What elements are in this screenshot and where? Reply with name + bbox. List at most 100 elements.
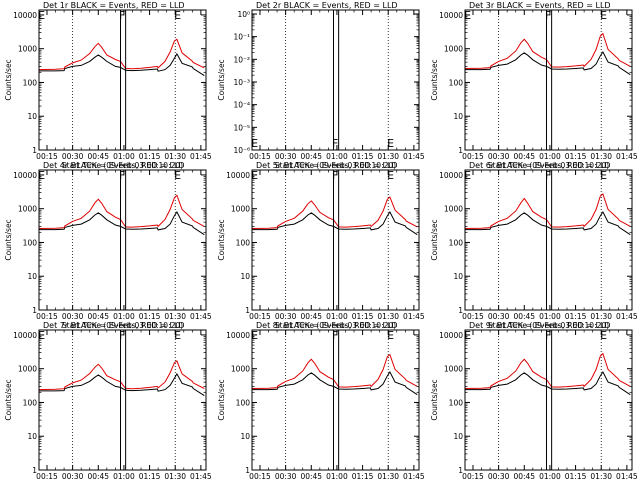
y-tick-label: 1000 <box>231 205 250 214</box>
x-tick-label: 01:15 <box>565 472 587 480</box>
y-tick-label: 1000 <box>444 205 463 214</box>
attenuator-label: E <box>464 329 471 342</box>
x-tick-label: 01:30 <box>164 152 186 161</box>
x-axis-label: Start Time (09-Feb-03 00:10:20) <box>275 321 396 330</box>
x-tick-label: 01:15 <box>352 312 374 321</box>
x-axis-label: Start Time (09-Feb-03 00:10:20) <box>62 161 183 170</box>
plot-frame <box>251 9 420 151</box>
x-tick-label: 00:45 <box>87 472 109 480</box>
x-tick-label: 01:45 <box>190 472 212 480</box>
x-tick-label: 01:15 <box>352 472 374 480</box>
lld-series-line <box>252 353 418 389</box>
x-tick-label: 01:45 <box>616 472 638 480</box>
attenuator-label: E <box>38 329 45 342</box>
x-tick-label: 00:15 <box>36 472 58 480</box>
x-tick-label: 00:45 <box>300 152 322 161</box>
y-tick-label: 1 <box>32 146 37 155</box>
x-tick-label: 01:00 <box>113 472 135 480</box>
x-tick-label: 00:30 <box>488 472 510 480</box>
y-tick-label: 10000 <box>13 171 37 180</box>
x-tick-label: 00:15 <box>36 312 58 321</box>
plot-frame <box>38 329 207 471</box>
y-axis-label: Counts/sec <box>4 59 13 100</box>
y-tick-label: 10 <box>27 432 37 441</box>
lld-series-line <box>39 38 205 71</box>
events-series-line <box>39 211 205 236</box>
x-tick-label: 00:30 <box>62 472 84 480</box>
x-tick-label: 00:15 <box>462 152 484 161</box>
y-tick-label: 1000 <box>18 205 37 214</box>
y-tick-label: 100 <box>236 398 251 407</box>
x-tick-label: 01:00 <box>539 312 561 321</box>
panel-title: Det 3r BLACK = Events, RED = LLD <box>469 1 611 10</box>
attenuator-label: E <box>387 169 394 182</box>
y-tick-label: 1 <box>245 306 250 315</box>
x-axis-label: Start Time (09-Feb-03 00:10:20) <box>488 161 609 170</box>
y-tick-label: 100 <box>449 398 464 407</box>
y-tick-label: 10 <box>27 272 37 281</box>
x-tick-label: 00:45 <box>300 472 322 480</box>
x-tick-label: 01:45 <box>190 312 212 321</box>
attenuator-label: E <box>174 9 181 22</box>
lld-series-line <box>39 360 205 391</box>
y-tick-label: 100 <box>449 238 464 247</box>
x-tick-label: 01:45 <box>616 152 638 161</box>
plot-frame <box>464 9 633 151</box>
x-tick-label: 01:00 <box>539 472 561 480</box>
y-tick-label: 100 <box>23 78 38 87</box>
x-tick-label: 00:45 <box>513 152 535 161</box>
x-tick-label: 00:15 <box>249 472 271 480</box>
events-series-line <box>465 211 631 236</box>
attenuator-label: E <box>600 329 607 342</box>
attenuator-label: E <box>38 169 45 182</box>
y-tick-label: 1000 <box>444 365 463 374</box>
y-tick-label: 10⁻³ <box>233 78 250 87</box>
x-tick-label: 00:15 <box>249 152 271 161</box>
panel-title: Det 8r BLACK = Events, RED = LLD <box>256 321 398 330</box>
plot-frame <box>251 169 420 311</box>
y-tick-label: 10⁻² <box>233 55 250 64</box>
lld-series-line <box>465 32 631 69</box>
x-tick-label: 01:30 <box>164 472 186 480</box>
x-tick-label: 01:00 <box>113 312 135 321</box>
plot-frame <box>38 169 207 311</box>
y-tick-label: 100 <box>23 398 38 407</box>
x-tick-label: 01:30 <box>590 472 612 480</box>
x-tick-label: 01:30 <box>590 312 612 321</box>
y-tick-label: 1 <box>458 146 463 155</box>
y-axis-label: Counts/sec <box>430 219 439 260</box>
x-tick-label: 01:00 <box>326 152 348 161</box>
panel-title: Det 5r BLACK = Events, RED = LLD <box>256 161 398 170</box>
attenuator-label: E <box>251 169 258 182</box>
y-tick-label: 100 <box>236 238 251 247</box>
attenuator-label: E <box>38 9 45 22</box>
y-axis-label: Counts/sec <box>430 59 439 100</box>
attenuator-label: F <box>332 329 338 342</box>
y-tick-label: 100 <box>449 78 464 87</box>
y-tick-label: 10⁰ <box>237 10 250 19</box>
y-tick-label: 10 <box>453 272 463 281</box>
attenuator-label: F <box>545 329 551 342</box>
x-tick-label: 00:15 <box>462 312 484 321</box>
lld-series-line <box>465 193 631 229</box>
attenuator-label: E <box>387 329 394 342</box>
events-series-line <box>39 52 205 77</box>
panel-title: Det 6r BLACK = Events, RED = LLD <box>469 161 611 170</box>
attenuator-label: E <box>174 329 181 342</box>
x-tick-label: 00:45 <box>513 472 535 480</box>
x-tick-label: 00:30 <box>488 312 510 321</box>
x-tick-label: 00:30 <box>62 152 84 161</box>
x-tick-label: 01:30 <box>377 152 399 161</box>
y-tick-label: 100 <box>23 238 38 247</box>
y-tick-label: 1 <box>245 466 250 475</box>
x-axis-label: Start Time (09-Feb-03 00:10:20) <box>62 321 183 330</box>
series-group <box>39 38 205 77</box>
y-tick-label: 1000 <box>18 45 37 54</box>
lld-series-line <box>252 196 418 229</box>
